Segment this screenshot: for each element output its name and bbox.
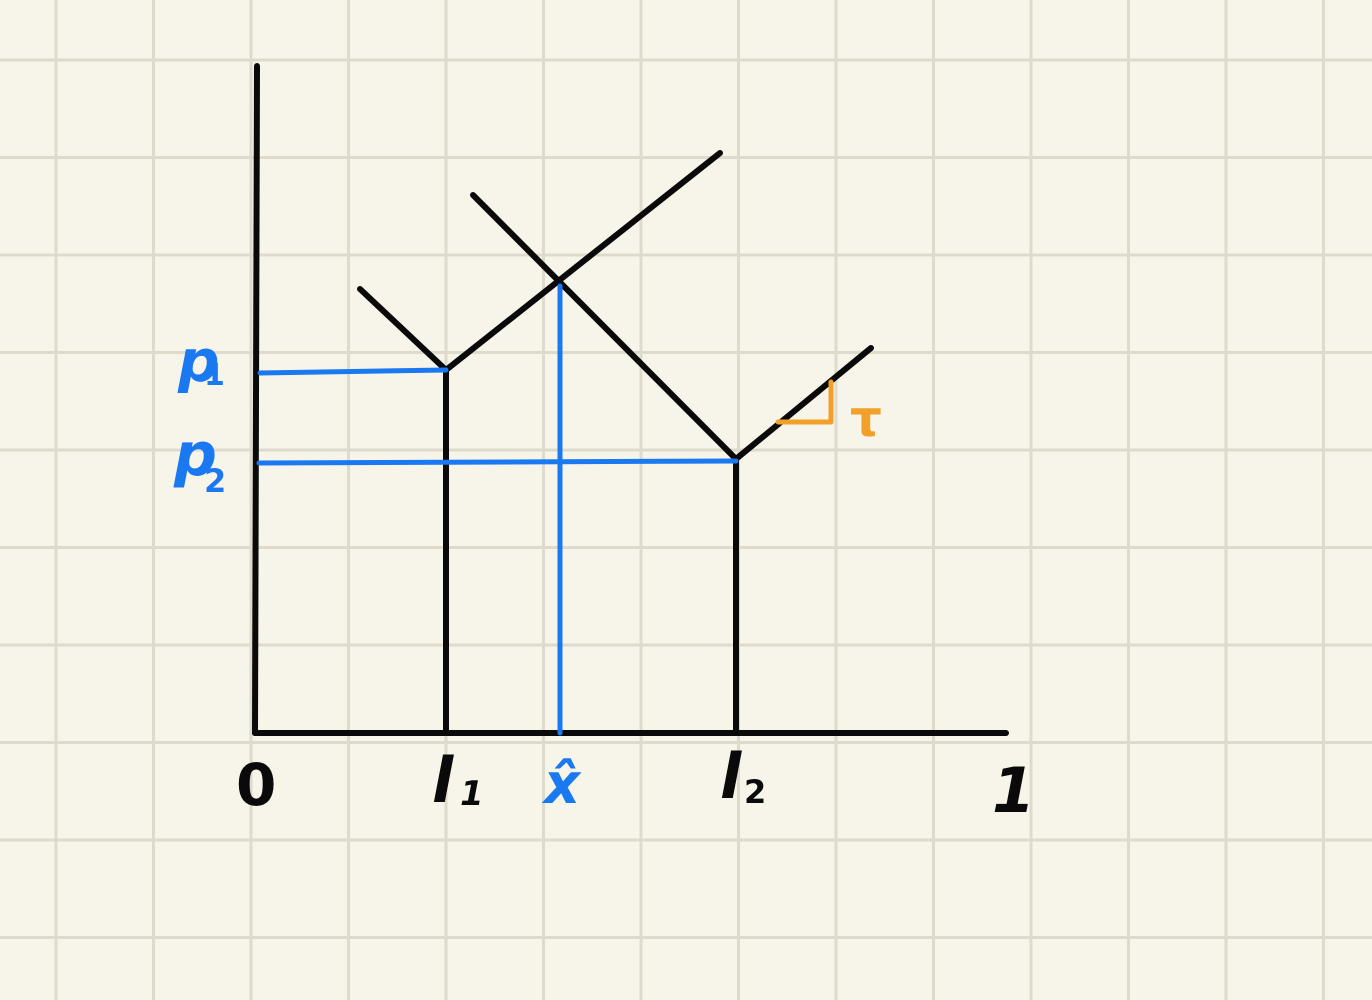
p1-label-subscript: 1 — [204, 358, 225, 393]
p1-guide-line — [257, 367, 449, 376]
p2-guide-line — [256, 458, 739, 466]
slope-marker — [775, 379, 834, 425]
l2-label-base: l — [720, 740, 742, 813]
p2-label-base: p — [173, 420, 217, 490]
l1-label-base: l — [432, 744, 454, 817]
xhat-label: x̂ — [541, 752, 582, 817]
p1-label-base: p — [177, 327, 220, 395]
p2-label: p 2 — [173, 420, 226, 500]
y-axis — [252, 63, 260, 736]
tau-label: τ — [850, 390, 882, 448]
l1-label-subscript: 1 — [460, 774, 484, 814]
l1-label: l 1 — [432, 744, 484, 817]
one-label: 1 — [992, 754, 1035, 827]
origin-label: 0 — [236, 751, 276, 819]
p2-label-subscript: 2 — [204, 462, 226, 500]
l2-label: l 2 — [720, 740, 766, 813]
l2-label-subscript: 2 — [744, 773, 766, 811]
p1-label: p 1 — [177, 327, 225, 395]
